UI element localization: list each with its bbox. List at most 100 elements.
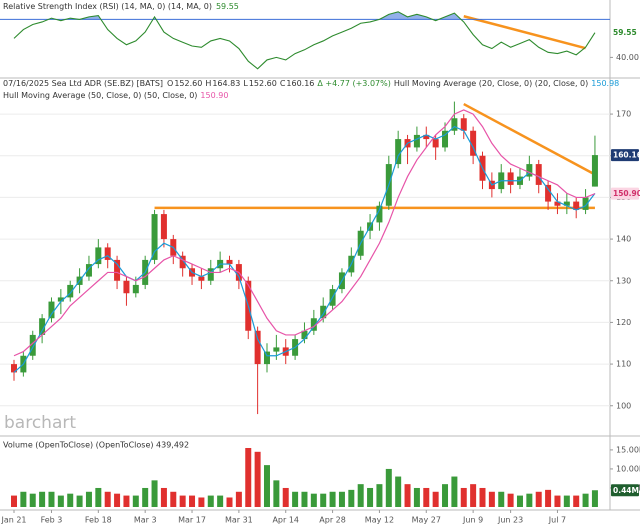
ohlc-label: L — [243, 79, 248, 88]
volume-bar — [460, 487, 467, 507]
last-price-badge: 160.16 — [613, 151, 640, 160]
panel-value: 59.55 — [216, 2, 239, 11]
volume-bar — [226, 497, 233, 507]
volume-bar — [76, 495, 83, 507]
volume-bar — [273, 480, 280, 507]
y-tick-label: 15.00M — [616, 445, 640, 454]
volume-bar — [263, 465, 270, 507]
candle-body — [179, 255, 186, 269]
volume-bar — [376, 484, 383, 507]
volume-bar — [320, 493, 327, 507]
panel-title: Relative Strength Index (RSI) (14, MA, 0… — [3, 2, 239, 11]
legend-entry: Hull Moving Average (50, Close, 0) (50, … — [3, 91, 197, 100]
volume-bar — [245, 447, 252, 507]
legend-value: 150.90 — [200, 91, 228, 100]
candle-body — [29, 334, 36, 356]
x-tick-label: Mar 31 — [225, 516, 253, 525]
volume-bar — [385, 468, 392, 507]
candle-body — [123, 280, 130, 294]
volume-bar — [114, 493, 121, 507]
volume-bar — [39, 491, 46, 507]
volume-bar — [442, 484, 449, 507]
chart-header: Hull Moving Average (50, Close, 0) (50, … — [3, 91, 228, 100]
candle-body — [104, 247, 111, 260]
volume-bar — [123, 495, 130, 507]
candle-body — [57, 297, 64, 302]
candle-body — [554, 201, 561, 206]
candle-body — [226, 259, 233, 265]
rsi-badge-bg — [611, 26, 639, 39]
volume-bar — [329, 491, 336, 507]
candle-body — [254, 330, 261, 365]
x-tick-label: Jul 7 — [548, 516, 566, 525]
candle-body — [563, 201, 570, 206]
volume-bar — [301, 491, 308, 507]
volume-bar — [104, 491, 111, 507]
candle-body — [470, 130, 477, 156]
candle-body — [198, 276, 205, 281]
x-tick-label: May 27 — [412, 516, 441, 525]
y-tick-label: 120 — [616, 318, 631, 327]
volume-bar — [207, 495, 214, 507]
volume-bar — [367, 487, 374, 507]
volume-bar — [404, 484, 411, 507]
volume-bar — [57, 495, 64, 507]
candle-body — [207, 268, 214, 281]
candle-body — [432, 139, 439, 148]
volume-bar — [338, 491, 345, 507]
y-tick-label: 110 — [616, 360, 631, 369]
volume-bar — [67, 493, 74, 507]
x-tick-label: Feb 3 — [41, 516, 63, 525]
x-tick-label: Apr 28 — [319, 516, 346, 525]
candle-body — [114, 259, 121, 281]
y-tick-label: 170 — [616, 110, 631, 119]
volume-bar — [282, 487, 289, 507]
candle-body — [582, 197, 589, 210]
candle-body — [160, 214, 167, 240]
overbought-fill — [14, 11, 595, 20]
volume-bar — [591, 490, 598, 507]
candle-body — [273, 347, 280, 352]
moving-average-line — [13, 125, 596, 373]
candle-body — [67, 284, 74, 298]
panel-title: Volume (OpenToClose) (OpenToClose) 439,4… — [3, 441, 189, 450]
volume-bar — [479, 487, 486, 507]
volume-bar — [516, 495, 523, 507]
candle-body — [376, 205, 383, 223]
volume-bar — [554, 495, 561, 507]
volume-badge-bg — [611, 484, 639, 497]
x-tick-label: Jan 21 — [0, 516, 26, 525]
volume-bar — [160, 487, 167, 507]
volume-bar — [498, 491, 505, 507]
volume-bar — [132, 495, 139, 507]
volume-bar — [535, 491, 542, 507]
ohlc-value: 160.16 — [286, 79, 314, 88]
volume-badge: 0.44M — [613, 486, 639, 495]
candle-body — [460, 118, 467, 131]
last-price-badge-bg — [611, 149, 639, 162]
volume-bar — [395, 476, 402, 507]
volume-bar — [20, 491, 27, 507]
trendline — [463, 102, 596, 176]
legend-value: 150.98 — [591, 79, 619, 88]
x-tick-label: Jun 23 — [497, 516, 523, 525]
volume-bar — [95, 487, 102, 507]
volume-bar — [292, 491, 299, 507]
volume-bar — [198, 497, 205, 507]
candle-body — [301, 330, 308, 340]
candle-body — [11, 364, 17, 373]
candle-body — [132, 284, 139, 294]
volume-bar — [142, 487, 149, 507]
candle-body — [39, 318, 46, 335]
y-tick-label: 10.00M — [616, 464, 640, 473]
chart-header: 07/16/2025 Sea Ltd ADR (SE.BZ) [BATS] O15… — [3, 79, 619, 88]
volume-bar — [563, 495, 570, 507]
y-tick-label: 40.00 — [616, 53, 639, 62]
x-tick-label: Mar 3 — [134, 516, 157, 525]
candle-body — [413, 134, 420, 148]
ohlc-label: C — [280, 79, 286, 88]
candle-body — [535, 164, 542, 185]
volume-bar — [488, 491, 495, 507]
trendline — [463, 15, 586, 50]
